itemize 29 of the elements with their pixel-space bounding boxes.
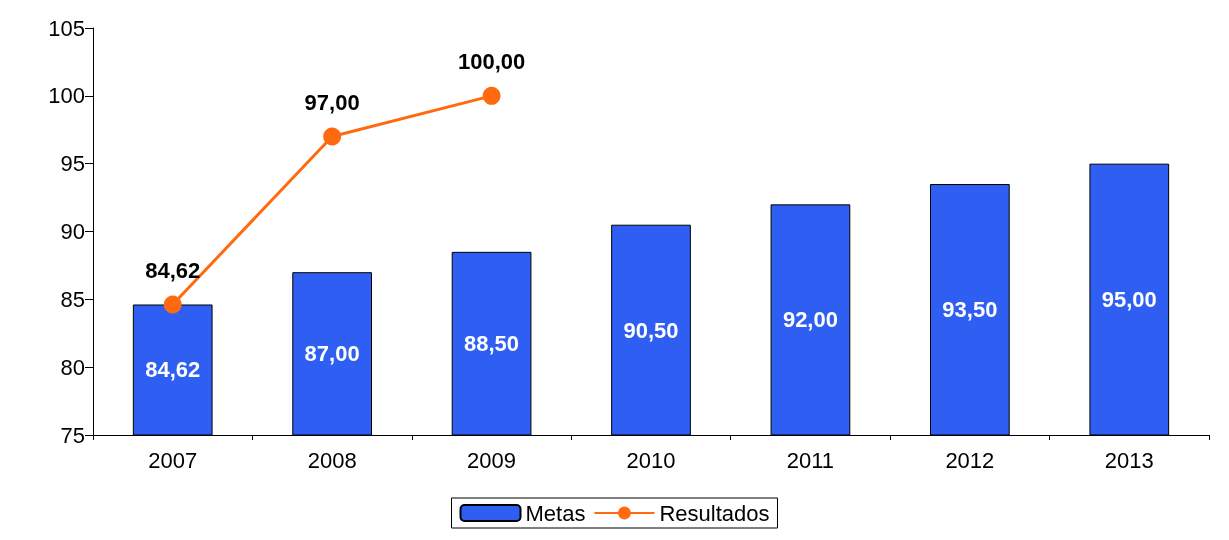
x-tick-label: 2008: [307, 447, 357, 473]
y-tick-label: 75: [60, 422, 85, 448]
point: [323, 127, 342, 146]
x-tick-label: 2013: [1104, 447, 1154, 473]
x-tick-label: 2010: [626, 447, 676, 473]
point: [482, 86, 501, 105]
legend-label: Metas: [525, 500, 586, 526]
data-label: 92,00: [782, 307, 838, 333]
data-label: 93,50: [942, 297, 998, 323]
x-tick-label: 2011: [786, 447, 835, 473]
y-tick-label: 105: [48, 15, 85, 41]
y-tick-label: 90: [60, 219, 85, 244]
y-tick-label: 85: [60, 286, 85, 312]
point: [163, 295, 182, 314]
data-label: 84,62: [145, 357, 201, 383]
data-label: 88,50: [464, 331, 520, 357]
data-label: 90,50: [623, 317, 679, 343]
x-tick-label: 2009: [467, 447, 517, 473]
y-tick-label: 80: [60, 354, 85, 380]
data-label: 95,00: [1101, 287, 1157, 313]
data-label: 87,00: [304, 341, 360, 367]
data-label: 97,00: [304, 90, 360, 116]
legend-label: Resultados: [659, 500, 770, 526]
y-tick-label: 95: [60, 151, 85, 177]
data-label: 84,62: [145, 257, 201, 283]
x-tick-label: 2012: [945, 447, 995, 473]
x-tick-label: 2007: [148, 447, 198, 473]
data-label: 100,00: [457, 49, 526, 75]
y-tick-label: 100: [48, 83, 85, 109]
